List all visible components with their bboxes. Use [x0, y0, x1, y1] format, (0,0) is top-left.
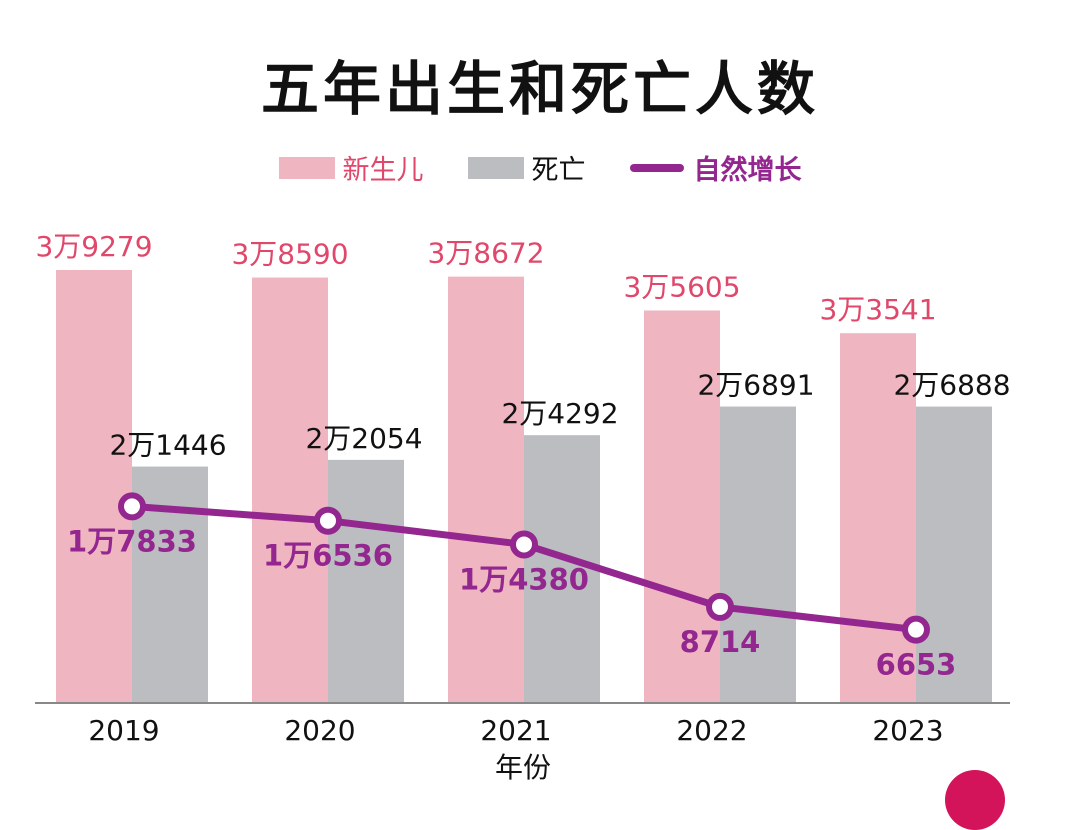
data-label-natural-growth-2021: 1万4380	[459, 562, 589, 596]
legend-item-death: 死亡	[467, 148, 586, 187]
bar-death-2022	[720, 406, 796, 703]
legend-label-natural-growth: 自然增长	[693, 155, 802, 186]
legend-item-natural-growth: 自然增长	[629, 148, 802, 187]
legend-label-newborn: 新生儿	[342, 155, 424, 186]
legend-item-newborn: 新生儿	[278, 148, 424, 187]
data-label-death-2021: 2万4292	[501, 397, 618, 430]
point-natural-growth-2020	[314, 506, 342, 535]
data-label-death-2023: 2万6888	[893, 369, 1010, 402]
plot-area: 3万9279 2万1446 2019 3万8590 2万2054 2020 3万8672 2万…	[35, 230, 1011, 784]
x-tick-label-2019: 2019	[88, 714, 159, 747]
legend-line-natural-growth	[629, 163, 684, 172]
data-label-death-2020: 2万2054	[305, 422, 422, 455]
bar-death-2023	[916, 406, 992, 703]
bar-newborn-2020	[252, 277, 328, 703]
bar-newborn-2023	[840, 333, 916, 703]
data-label-newborn-2019: 3万9279	[35, 230, 152, 263]
data-label-natural-growth-2019: 1万7833	[67, 524, 197, 558]
x-tick-label-2022: 2022	[676, 714, 747, 747]
legend-swatch-newborn	[278, 156, 335, 179]
data-label-death-2022: 2万6891	[697, 369, 814, 402]
x-tick-label-2023: 2023	[872, 714, 943, 747]
legend: 新生儿 死亡 自然增长	[0, 148, 1080, 187]
point-natural-growth-2023	[902, 615, 930, 644]
data-label-newborn-2023: 3万3541	[819, 293, 936, 326]
bar-death-2020	[328, 459, 404, 703]
legend-swatch-death	[467, 156, 524, 179]
data-label-newborn-2020: 3万8590	[231, 238, 348, 271]
bar-newborn-2019	[56, 269, 132, 703]
x-tick-label-2021: 2021	[480, 714, 551, 747]
legend-label-death: 死亡	[531, 155, 586, 186]
point-natural-growth-2022	[706, 592, 734, 621]
bar-newborn-2021	[448, 276, 524, 703]
bar-death-2021	[524, 435, 600, 703]
chart-title: 五年出生和死亡人数	[260, 55, 819, 123]
bar-newborn-2022	[644, 310, 720, 703]
logo-badge	[945, 770, 1005, 830]
point-natural-growth-2021	[510, 530, 538, 559]
data-label-natural-growth-2020: 1万6536	[263, 539, 393, 573]
data-label-natural-growth-2023: 6653	[876, 648, 957, 682]
x-tick-label-2020: 2020	[284, 714, 355, 747]
data-label-newborn-2022: 3万5605	[623, 270, 740, 303]
data-label-natural-growth-2022: 8714	[680, 625, 761, 659]
point-natural-growth-2019	[118, 492, 146, 521]
data-label-death-2019: 2万1446	[109, 429, 226, 462]
x-axis-title: 年份	[495, 751, 551, 784]
data-label-newborn-2021: 3万8672	[427, 237, 544, 270]
